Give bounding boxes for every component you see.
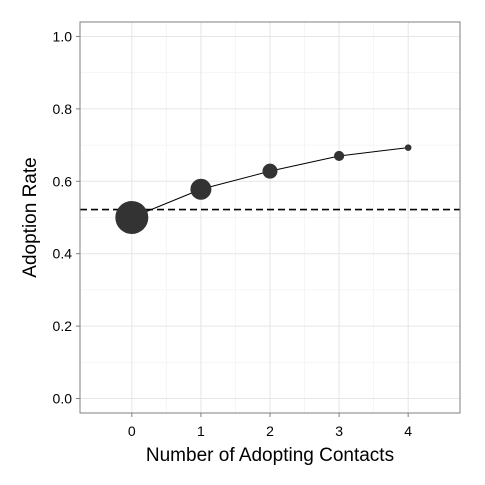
x-tick-label: 0 — [128, 423, 136, 439]
y-tick-label: 0.6 — [53, 173, 73, 189]
major-gridlines — [80, 22, 460, 413]
y-tick-label: 0.2 — [53, 318, 73, 334]
data-point — [404, 144, 412, 151]
data-point — [333, 150, 345, 162]
x-tick-label: 1 — [197, 423, 205, 439]
data-point — [115, 201, 149, 234]
data-layer — [80, 144, 460, 234]
data-point — [262, 163, 278, 179]
y-tick-label: 0.4 — [53, 246, 73, 262]
data-point — [190, 178, 212, 200]
x-axis-title: Number of Adopting Contacts — [146, 445, 394, 466]
axis-ticks — [76, 35, 409, 417]
y-tick-label: 0.0 — [53, 391, 73, 407]
y-tick-label: 1.0 — [53, 28, 73, 44]
x-tick-label: 3 — [335, 423, 343, 439]
y-tick-label: 0.8 — [53, 101, 73, 117]
y-axis-title: Adoption Rate — [20, 157, 41, 277]
x-tick-label: 4 — [404, 423, 412, 439]
tick-labels: 0.0 0.2 0.4 0.6 0.8 1.0 0 1 2 3 4 — [53, 28, 413, 439]
x-tick-label: 2 — [266, 423, 274, 439]
